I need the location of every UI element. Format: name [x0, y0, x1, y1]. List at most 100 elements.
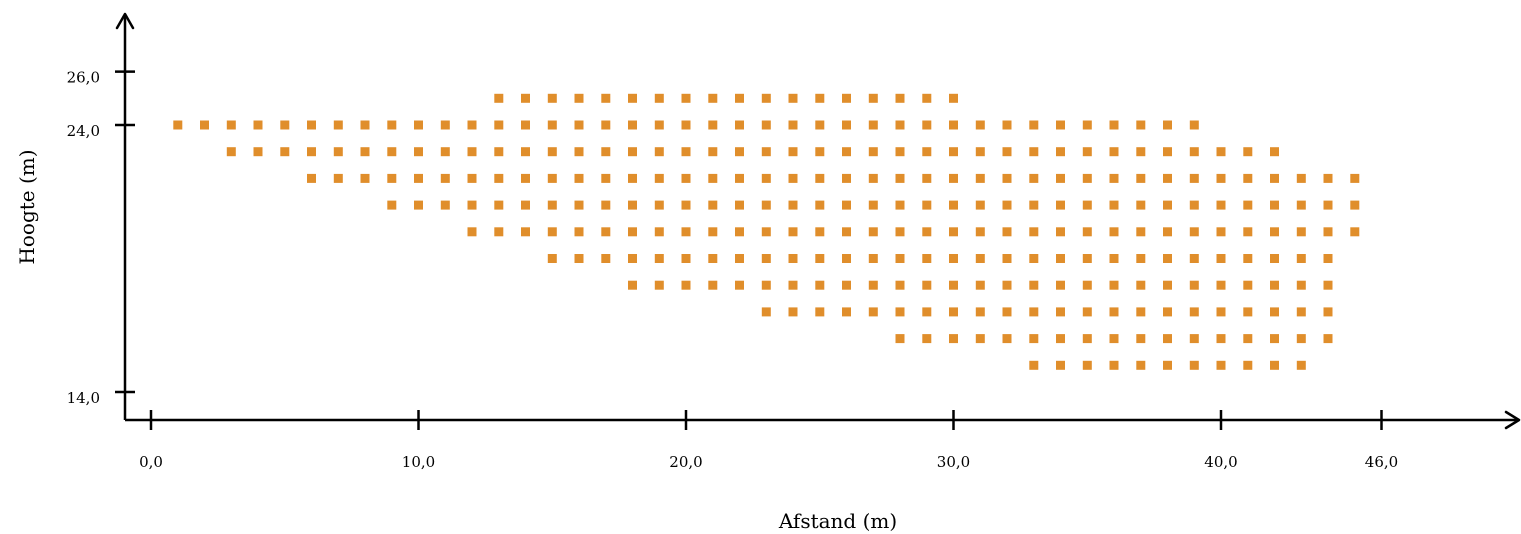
data-point: [387, 120, 397, 130]
data-point: [681, 280, 691, 290]
data-point: [1189, 147, 1199, 157]
data-point: [1082, 307, 1092, 317]
data-point: [735, 227, 744, 237]
data-point: [1270, 334, 1279, 344]
data-point: [1243, 173, 1253, 183]
data-point: [387, 200, 397, 210]
data-point: [1216, 307, 1226, 317]
data-point: [1109, 120, 1119, 130]
data-point: [494, 120, 504, 130]
data-point: [654, 280, 664, 290]
data-point: [628, 280, 637, 290]
data-point: [1136, 200, 1146, 210]
data-point: [1163, 280, 1172, 290]
data-point: [387, 173, 397, 183]
data-point: [895, 147, 905, 157]
data-point: [1136, 120, 1146, 130]
data-point: [601, 120, 611, 130]
data-point: [1136, 254, 1146, 263]
data-point: [200, 120, 209, 130]
data-point: [895, 254, 905, 263]
data-point: [1243, 334, 1253, 344]
data-point: [1136, 227, 1146, 237]
data-point: [708, 254, 718, 263]
data-point: [761, 173, 771, 183]
data-point: [815, 147, 825, 157]
data-point: [1243, 254, 1253, 263]
data-point: [601, 147, 611, 157]
data-point: [708, 227, 718, 237]
data-point: [895, 173, 905, 183]
data-point: [1082, 173, 1092, 183]
data-point: [922, 254, 932, 263]
data-point: [735, 173, 744, 183]
data-point: [1056, 307, 1065, 317]
data-point: [868, 173, 878, 183]
data-point: [1163, 173, 1172, 183]
data-point: [1296, 307, 1306, 317]
data-point: [521, 93, 530, 103]
data-point: [842, 173, 851, 183]
data-point: [1216, 280, 1226, 290]
data-point: [440, 120, 450, 130]
y-ticks: 14,0 24,0 26,0: [67, 69, 135, 407]
data-point: [1002, 307, 1012, 317]
data-point: [1109, 173, 1119, 183]
data-point: [1082, 147, 1092, 157]
data-point: [1002, 334, 1012, 344]
data-point: [975, 173, 985, 183]
data-point: [414, 200, 423, 210]
data-point: [1082, 227, 1092, 237]
data-point: [708, 147, 718, 157]
data-point: [547, 93, 557, 103]
data-point: [868, 307, 878, 317]
data-point: [735, 254, 744, 263]
data-point: [681, 200, 691, 210]
y-axis-arrow: [115, 12, 135, 30]
data-point: [547, 147, 557, 157]
data-point: [574, 93, 584, 103]
data-point: [735, 93, 744, 103]
data-point: [547, 200, 557, 210]
x-ticks: 0,0 10,0 20,0 30,0 40,0 46,0: [139, 410, 1398, 471]
data-point: [1163, 307, 1172, 317]
data-point: [1002, 254, 1012, 263]
data-point: [521, 200, 530, 210]
data-point: [628, 120, 637, 130]
data-point: [494, 173, 504, 183]
data-point: [1002, 227, 1012, 237]
data-point: [1270, 360, 1279, 370]
data-point: [788, 173, 798, 183]
data-point: [842, 93, 851, 103]
data-point: [1243, 200, 1253, 210]
data-point: [601, 173, 611, 183]
data-point: [922, 227, 932, 237]
data-point: [975, 147, 985, 157]
data-point: [761, 200, 771, 210]
data-point: [1296, 334, 1306, 344]
data-point: [628, 93, 637, 103]
data-point: [1189, 120, 1199, 130]
data-point: [868, 93, 878, 103]
data-point: [949, 227, 958, 237]
data-point: [1216, 360, 1226, 370]
data-point: [681, 173, 691, 183]
data-point: [1189, 360, 1199, 370]
data-point: [1109, 307, 1119, 317]
data-point: [868, 200, 878, 210]
data-point: [654, 120, 664, 130]
data-point: [1056, 227, 1065, 237]
data-point: [708, 173, 718, 183]
x-axis-label: Afstand (m): [778, 509, 897, 533]
data-point: [1216, 254, 1226, 263]
data-point: [1270, 307, 1279, 317]
data-point: [681, 93, 691, 103]
data-point: [842, 200, 851, 210]
data-point: [1082, 334, 1092, 344]
data-point: [654, 227, 664, 237]
data-point: [1350, 227, 1360, 237]
data-point: [1136, 147, 1146, 157]
data-point: [949, 280, 958, 290]
data-point: [922, 173, 932, 183]
